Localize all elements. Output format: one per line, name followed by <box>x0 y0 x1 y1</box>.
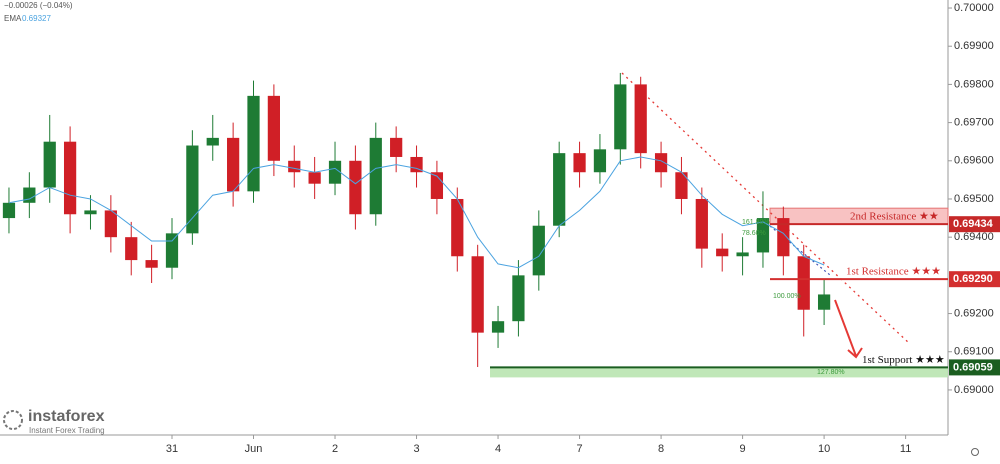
x-tick-label: 31 <box>166 443 178 455</box>
y-tick-label: 0.69500 <box>954 193 994 205</box>
candle-body <box>84 210 97 215</box>
candle-body <box>2 202 16 219</box>
level-name: 1st Resistance ★★★ <box>846 266 941 278</box>
x-tick-label: 2 <box>332 443 338 455</box>
forecast-arrow <box>834 299 857 357</box>
candle-body <box>593 149 607 173</box>
candle-body <box>247 95 260 192</box>
level-name: 1st Support ★★★ <box>862 354 945 366</box>
candle-body <box>532 225 545 276</box>
y-tick-label: 0.69800 <box>954 78 994 90</box>
arrow-head <box>847 347 863 359</box>
level-price: 0.69290 <box>953 273 993 285</box>
candle-body <box>186 145 199 234</box>
candle-body <box>63 141 77 215</box>
candle-body <box>288 160 301 173</box>
x-tick-label: 10 <box>818 443 830 455</box>
candle-body <box>206 137 219 146</box>
level-price: 0.69434 <box>953 218 994 230</box>
candle-body <box>736 252 749 257</box>
logo-tagline: Instant Forex Trading <box>29 426 105 435</box>
candle-body <box>23 187 36 203</box>
candle-body <box>451 198 464 257</box>
y-tick-label: 0.69000 <box>954 384 994 396</box>
candle-body <box>410 156 423 173</box>
candle-body <box>145 260 158 268</box>
y-tick-label: 0.69700 <box>954 117 994 129</box>
level-name: 2nd Resistance ★★ <box>850 211 939 223</box>
candle-body <box>471 256 484 333</box>
support-zone <box>490 367 948 378</box>
candle-body <box>716 248 729 257</box>
candle-body <box>349 160 362 215</box>
y-tick-label: 0.69100 <box>954 346 994 358</box>
ema-line <box>8 156 825 269</box>
x-tick-label: 3 <box>413 443 419 455</box>
candle-body <box>491 321 505 333</box>
candle-body <box>573 153 586 173</box>
logo: instaforex Instant Forex Trading <box>3 408 105 435</box>
x-tick-label: 8 <box>658 443 664 455</box>
candle-body <box>675 172 688 199</box>
candle-body <box>634 84 647 154</box>
logo-icon <box>3 410 23 430</box>
y-tick-label: 0.69600 <box>954 155 994 167</box>
candle-body <box>654 153 668 173</box>
x-tick-label: 9 <box>740 443 746 455</box>
candle-body <box>695 198 708 249</box>
logo-name: instaforex <box>28 408 105 425</box>
candle-body <box>267 95 280 161</box>
ema-name: EMA <box>4 14 22 23</box>
level-price-box <box>949 216 1000 233</box>
x-tick-label: 11 <box>900 443 911 455</box>
candle-body <box>756 218 770 253</box>
price-change: −0.00026 (−0.04%) <box>4 1 73 10</box>
candle-body <box>614 84 627 150</box>
y-tick-label: 0.69400 <box>954 231 994 243</box>
fib-label: 127.80% <box>817 369 845 376</box>
level-price: 0.69059 <box>953 361 993 373</box>
fib-label: 161.80% <box>742 219 770 226</box>
candle-body <box>125 237 138 261</box>
fib-label: 100.00% <box>773 293 801 300</box>
y-tick-label: 0.69900 <box>954 40 994 52</box>
x-tick-label: Jun <box>245 443 263 455</box>
fib-label: 78.60% <box>742 230 766 237</box>
y-tick-label: 0.69200 <box>954 307 994 319</box>
settings-icon[interactable] <box>971 448 979 456</box>
candle-body <box>390 137 403 157</box>
candle-body <box>43 141 56 188</box>
level-price-box <box>949 271 1000 288</box>
candle-body <box>165 233 179 268</box>
ema-value: 0.69327 <box>22 14 51 23</box>
candle-body <box>797 256 810 310</box>
candle-body <box>104 210 117 238</box>
y-tick-label: 0.70000 <box>954 2 994 14</box>
candle-body <box>512 275 525 322</box>
candle-body <box>308 172 321 184</box>
level-price-box <box>949 359 1000 376</box>
candle-body <box>553 153 566 226</box>
candle-body <box>777 218 790 257</box>
x-tick-label: 7 <box>576 443 582 455</box>
candle-body <box>227 137 240 192</box>
candle-body <box>328 160 342 184</box>
candle-body <box>817 294 831 310</box>
x-tick-label: 4 <box>495 443 501 455</box>
candle-body <box>369 137 382 215</box>
